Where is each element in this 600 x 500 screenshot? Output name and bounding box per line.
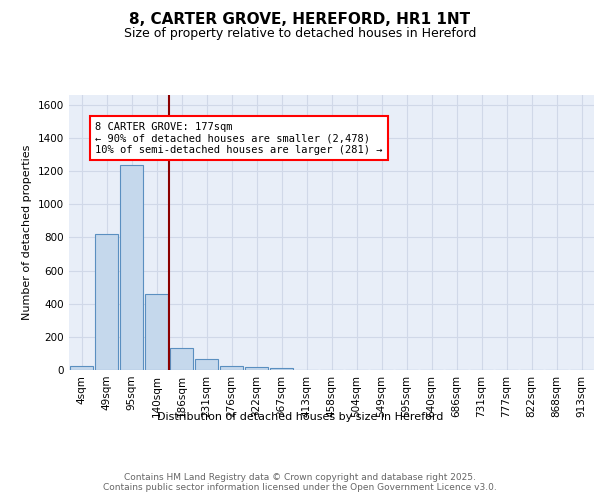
Bar — [245, 367, 268, 370]
Text: Distribution of detached houses by size in Hereford: Distribution of detached houses by size … — [157, 412, 443, 422]
Bar — [270, 368, 293, 370]
Bar — [145, 294, 168, 370]
Text: Contains HM Land Registry data © Crown copyright and database right 2025.
Contai: Contains HM Land Registry data © Crown c… — [103, 472, 497, 492]
Text: 8, CARTER GROVE, HEREFORD, HR1 1NT: 8, CARTER GROVE, HEREFORD, HR1 1NT — [130, 12, 470, 28]
Text: Size of property relative to detached houses in Hereford: Size of property relative to detached ho… — [124, 28, 476, 40]
Bar — [70, 366, 93, 370]
Bar — [195, 359, 218, 370]
Bar — [170, 348, 193, 370]
Bar — [220, 366, 243, 370]
Bar — [95, 234, 118, 370]
Bar — [120, 164, 143, 370]
Text: 8 CARTER GROVE: 177sqm
← 90% of detached houses are smaller (2,478)
10% of semi-: 8 CARTER GROVE: 177sqm ← 90% of detached… — [95, 122, 383, 154]
Y-axis label: Number of detached properties: Number of detached properties — [22, 145, 32, 320]
